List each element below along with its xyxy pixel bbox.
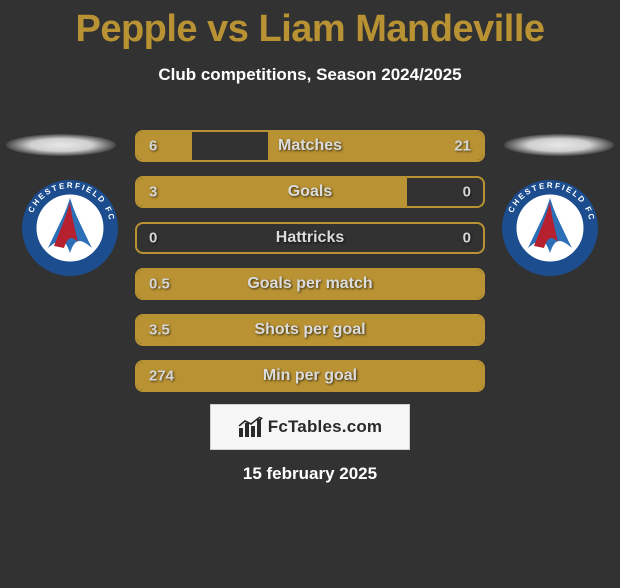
brand-logo-icon — [238, 416, 264, 438]
stat-label: Goals — [288, 183, 332, 201]
stat-label: Goals per match — [247, 275, 372, 293]
stat-value-left: 0 — [149, 230, 157, 247]
stat-bar-left — [137, 132, 192, 160]
player2-name: Liam Mandeville — [258, 8, 544, 50]
stats-block: 6 21 Matches 3 0 Goals 0 0 Hattricks 0.5 Goals per… — [135, 130, 485, 406]
stat-value-left: 3 — [149, 184, 157, 201]
stat-row: 6 21 Matches — [135, 130, 485, 162]
comparison-title: Pepple vs Liam Mandeville — [0, 8, 620, 51]
stat-value-left: 6 — [149, 138, 157, 155]
right-shadow — [504, 134, 614, 156]
stat-value-left: 274 — [149, 368, 174, 385]
stat-label: Shots per goal — [254, 321, 365, 339]
date-text: 15 february 2025 — [0, 464, 620, 484]
player1-name: Pepple — [75, 8, 197, 50]
stat-row: 3 0 Goals — [135, 176, 485, 208]
stat-row: 0 0 Hattricks — [135, 222, 485, 254]
stat-value-right: 0 — [463, 230, 471, 247]
stat-value-left: 3.5 — [149, 322, 170, 339]
stat-bar-left — [137, 178, 407, 206]
player1-club-crest: CHESTERFIELD FC — [20, 178, 120, 278]
stat-value-left: 0.5 — [149, 276, 170, 293]
stat-row: 3.5 Shots per goal — [135, 314, 485, 346]
stat-value-right: 0 — [463, 184, 471, 201]
stat-label: Hattricks — [276, 229, 344, 247]
stat-row: 274 Min per goal — [135, 360, 485, 392]
stat-row: 0.5 Goals per match — [135, 268, 485, 300]
stat-label: Matches — [278, 137, 342, 155]
stat-value-right: 21 — [454, 138, 471, 155]
stat-label: Min per goal — [263, 367, 357, 385]
subtitle: Club competitions, Season 2024/2025 — [0, 65, 620, 85]
brand-box: FcTables.com — [210, 404, 410, 450]
vs-word: vs — [207, 8, 248, 50]
left-shadow — [6, 134, 116, 156]
player2-club-crest: CHESTERFIELD FC — [500, 178, 600, 278]
brand-text: FcTables.com — [268, 417, 383, 437]
